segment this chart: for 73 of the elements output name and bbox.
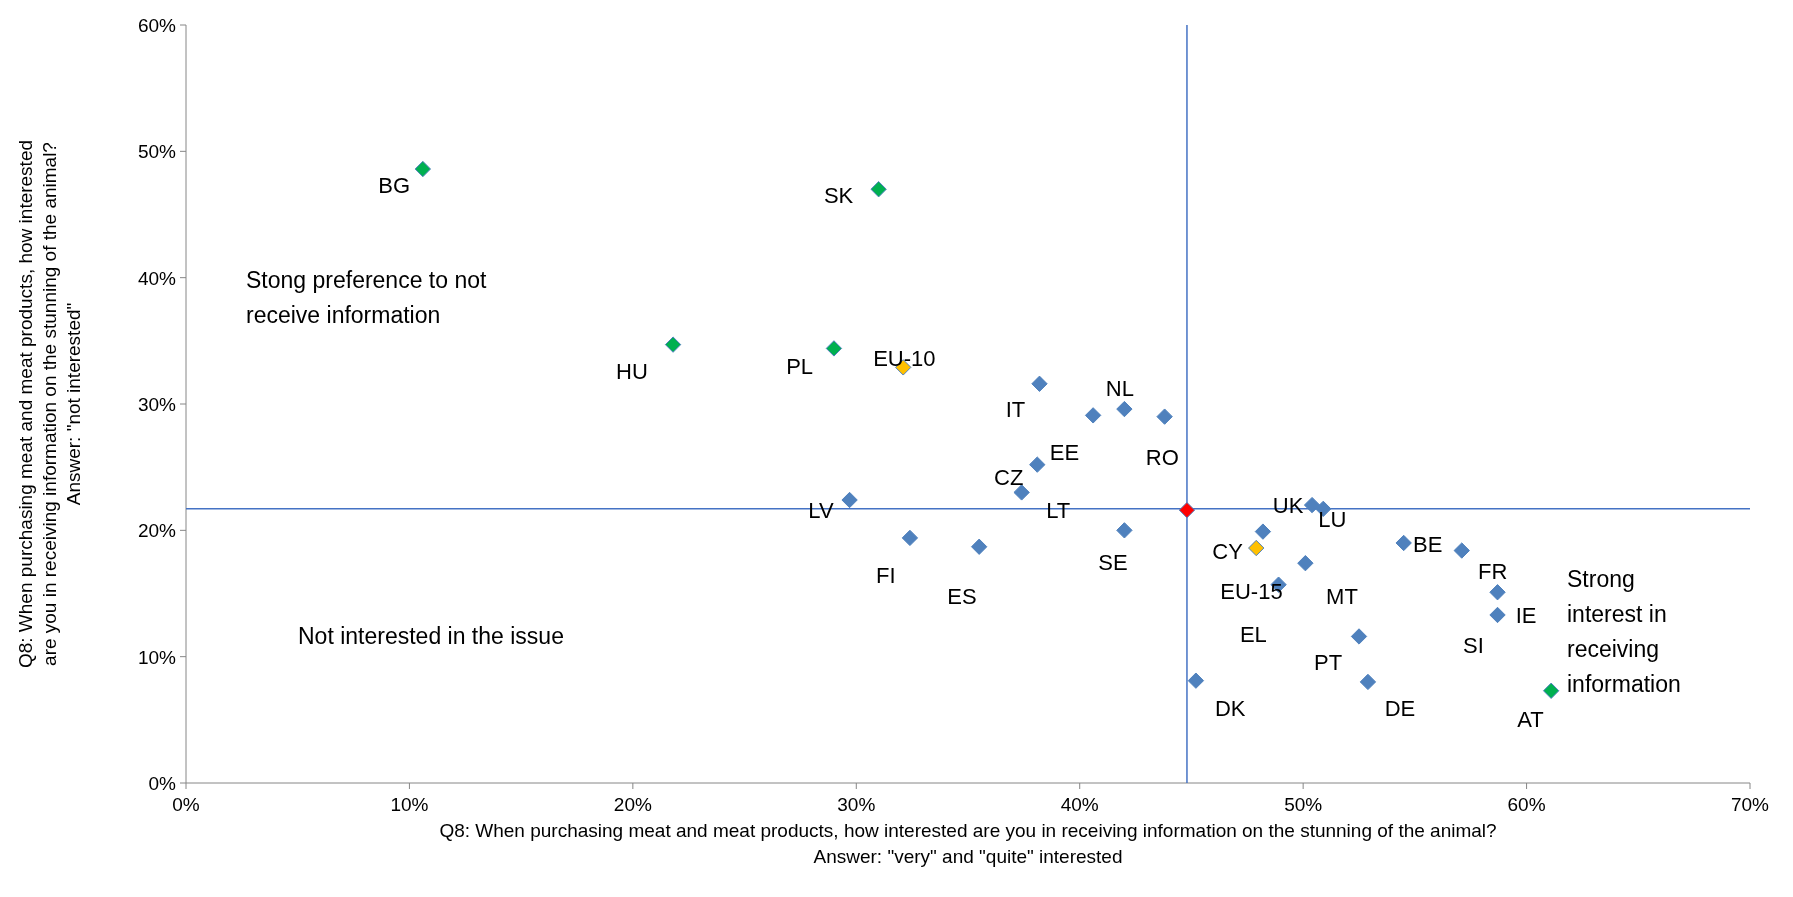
y-tick-label: 20% [137, 520, 177, 542]
annotation: SI [1463, 632, 1484, 658]
point [1297, 555, 1314, 572]
annotation: IE [1515, 602, 1537, 628]
x-tick-label: 50% [1284, 794, 1323, 815]
point [1031, 375, 1048, 392]
x-tick-label: 70% [1730, 794, 1770, 815]
point [870, 181, 887, 198]
point [1084, 407, 1102, 424]
point [1350, 628, 1368, 645]
point [664, 336, 682, 353]
annotation: NL [1105, 376, 1134, 402]
annotation: CZ [994, 465, 1024, 491]
annotation: HU [616, 358, 648, 384]
annotation: ES [947, 583, 977, 609]
annotation: FI [876, 562, 896, 588]
y-tick-label: 50% [137, 141, 177, 163]
point [1453, 542, 1470, 559]
annotation: SE [1098, 550, 1128, 576]
annotation: EU-15 [1220, 579, 1283, 605]
annotation: MT [1326, 584, 1358, 610]
x-tick-label: 60% [1507, 794, 1546, 815]
y-tick-label: 10% [137, 646, 177, 668]
annotation: BG [378, 173, 411, 199]
annotation: CY [1212, 539, 1244, 565]
annotation: Strong interest in receiving information [1567, 566, 1681, 697]
point [1178, 501, 1196, 519]
point [1254, 523, 1272, 540]
annotation: IT [1005, 396, 1026, 422]
x-tick-label: 10% [390, 794, 429, 815]
annotation: RO [1145, 444, 1179, 470]
annotation: EE [1049, 439, 1080, 465]
x-tick-label: 40% [1060, 794, 1099, 815]
point [1156, 408, 1173, 425]
x-tick-label: 20% [613, 794, 652, 815]
point [1359, 673, 1377, 691]
point [1116, 522, 1133, 539]
y-tick-label: 30% [137, 394, 177, 415]
point [971, 538, 988, 555]
annotation: PL [786, 353, 814, 379]
x-axis-title: Q8: When purchasing meat and meat products, how interested are you in receiving information on the stunning of the animal? Answer: "very" and "quite" interested [439, 820, 1497, 867]
point [1029, 456, 1046, 473]
point [1013, 484, 1030, 501]
y-tick-label: 40% [137, 267, 177, 289]
annotation: EU-10 [873, 346, 936, 372]
annotation: LU [1318, 507, 1347, 533]
point [1542, 682, 1560, 699]
point [1489, 584, 1506, 601]
annotation: Stong preference to not receive information [246, 267, 487, 328]
point [841, 491, 858, 509]
annotation: EL [1239, 621, 1267, 647]
point [1303, 496, 1321, 514]
annotation: DE [1384, 696, 1416, 722]
y-tick-label: 0% [148, 773, 177, 794]
annotation: BE [1413, 532, 1443, 558]
point [1248, 539, 1265, 557]
point [1187, 672, 1205, 689]
x-tick-label: 0% [172, 794, 200, 815]
point [414, 160, 431, 178]
x-tick-label: 30% [837, 794, 876, 815]
annotation: Not interested in the issue [298, 623, 564, 649]
point [1489, 606, 1506, 624]
point [1395, 534, 1412, 552]
annotation: DK [1214, 696, 1246, 722]
point [1116, 400, 1133, 418]
annotation: SK [823, 182, 854, 208]
annotation: AT [1517, 707, 1544, 733]
annotation: PT [1314, 649, 1343, 675]
y-axis-title: Q8: When purchasing meat and meat products, how interested are you in receiving information on the stunning of the animal? Answer: "not interested" [15, 139, 84, 669]
y-tick-label: 60% [137, 15, 177, 36]
annotation: FR [1477, 559, 1508, 585]
point [825, 340, 843, 357]
point [901, 529, 919, 547]
